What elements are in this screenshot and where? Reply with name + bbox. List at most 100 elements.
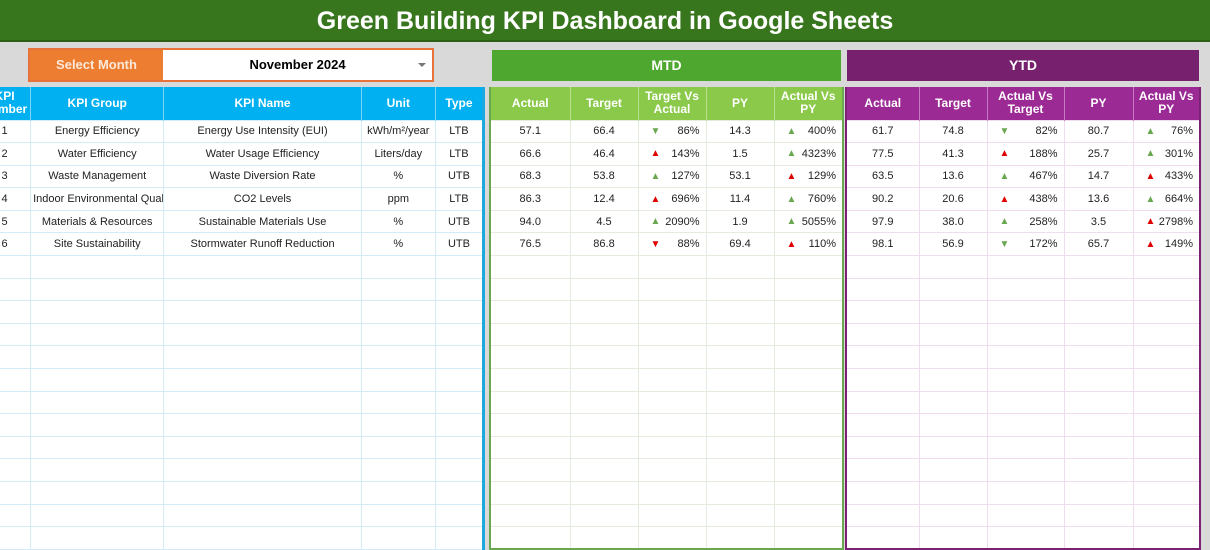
pct-wrap: ▲ 127% bbox=[641, 170, 704, 182]
comparison-cell: ▲ 664% bbox=[1132, 187, 1201, 211]
table-cell bbox=[434, 481, 485, 505]
ytd-table: Actual Target Actual Vs Target PY Actual Vs … bbox=[845, 87, 1201, 550]
table-cell bbox=[705, 526, 775, 550]
pct-wrap: ▲ 433% bbox=[1136, 170, 1198, 182]
actual-cell: 68.3 bbox=[489, 164, 571, 189]
table-cell bbox=[489, 435, 571, 460]
table-cell bbox=[1132, 526, 1201, 550]
table-cell bbox=[1132, 481, 1201, 505]
table-cell bbox=[569, 255, 639, 279]
table-row bbox=[845, 435, 1201, 460]
table-cell bbox=[30, 526, 165, 550]
table-cell bbox=[569, 481, 639, 505]
percent-value: 467% bbox=[1029, 170, 1058, 183]
percent-value: 82% bbox=[1035, 125, 1058, 138]
table-cell bbox=[163, 390, 362, 415]
table-cell bbox=[434, 368, 485, 392]
py-cell: 1.5 bbox=[705, 142, 775, 166]
table-cell bbox=[360, 458, 436, 482]
table-cell bbox=[360, 277, 436, 302]
py-cell: 11.4 bbox=[705, 187, 775, 211]
actual-cell: 63.5 bbox=[845, 164, 920, 189]
table-cell bbox=[918, 345, 988, 370]
percent-value: 188% bbox=[1029, 147, 1058, 160]
arrow-up-icon: ▲ bbox=[786, 216, 797, 228]
table-cell bbox=[705, 255, 775, 279]
table-row: 98.1 56.9 ▼ 172% 65.7 ▲ 149% bbox=[845, 232, 1201, 257]
table-row: 86.3 12.4 ▲ 696% 11.4 ▲ 760% bbox=[489, 187, 844, 211]
table-row bbox=[0, 503, 485, 528]
table-cell bbox=[0, 481, 32, 505]
table-cell bbox=[163, 458, 362, 482]
table-row: 97.9 38.0 ▲ 258% 3.5 ▲ 2798% bbox=[845, 209, 1201, 234]
month-selector[interactable]: Select Month November 2024 bbox=[28, 48, 434, 82]
table-cell bbox=[986, 503, 1065, 528]
table-cell bbox=[705, 481, 775, 505]
table-cell bbox=[986, 345, 1065, 370]
table-cell bbox=[569, 458, 639, 482]
table-cell bbox=[986, 277, 1065, 302]
target-cell: 38.0 bbox=[918, 209, 988, 234]
table-cell bbox=[986, 390, 1065, 415]
table-cell: kWh/m²/year bbox=[360, 119, 436, 144]
table-cell bbox=[1132, 322, 1201, 347]
table-cell bbox=[845, 322, 920, 347]
table-cell bbox=[163, 503, 362, 528]
table-cell bbox=[845, 526, 920, 550]
table-cell bbox=[163, 322, 362, 347]
table-row bbox=[0, 322, 485, 347]
table-cell bbox=[489, 345, 571, 370]
table-cell bbox=[360, 390, 436, 415]
pct-wrap: ▲ 188% bbox=[990, 148, 1062, 160]
table-cell bbox=[30, 322, 165, 347]
month-dropdown[interactable]: November 2024 bbox=[163, 50, 432, 80]
table-cell bbox=[0, 345, 32, 370]
target-cell: 66.4 bbox=[569, 119, 639, 144]
pct-wrap: ▲ 2090% bbox=[641, 216, 704, 228]
percent-value: 86% bbox=[677, 125, 700, 138]
table-row bbox=[845, 345, 1201, 370]
table-row bbox=[489, 503, 844, 528]
table-row bbox=[0, 481, 485, 505]
table-row bbox=[489, 390, 844, 415]
column-header: Actual Vs Target bbox=[986, 87, 1064, 120]
table-cell bbox=[637, 526, 707, 550]
table-cell bbox=[773, 458, 844, 482]
percent-value: 696% bbox=[671, 193, 700, 206]
percent-value: 2090% bbox=[665, 215, 700, 228]
percent-value: 172% bbox=[1029, 238, 1058, 251]
table-cell: LTB bbox=[434, 119, 485, 144]
target-cell: 4.5 bbox=[569, 209, 639, 234]
table-row: 76.5 86.8 ▼ 88% 69.4 ▲ 110% bbox=[489, 232, 844, 257]
table-cell bbox=[705, 277, 775, 302]
actual-cell: 57.1 bbox=[489, 119, 571, 144]
dropdown-arrow-icon[interactable] bbox=[418, 63, 426, 67]
column-header: PY bbox=[1063, 87, 1133, 120]
percent-value: 143% bbox=[671, 147, 700, 160]
table-cell bbox=[986, 526, 1065, 550]
percent-value: 127% bbox=[671, 170, 700, 183]
table-cell bbox=[773, 503, 844, 528]
table-cell bbox=[30, 503, 165, 528]
arrow-up-icon: ▲ bbox=[1145, 216, 1156, 228]
table-cell bbox=[986, 255, 1065, 279]
table-cell: % bbox=[360, 232, 436, 257]
table-row bbox=[0, 458, 485, 482]
table-row bbox=[845, 526, 1201, 550]
table-cell bbox=[30, 435, 165, 460]
pct-wrap: ▼ 86% bbox=[641, 125, 704, 137]
table-cell: 3 bbox=[0, 164, 32, 189]
table-cell bbox=[705, 322, 775, 347]
table-cell bbox=[30, 481, 165, 505]
table-cell bbox=[845, 277, 920, 302]
arrow-up-icon: ▲ bbox=[650, 193, 661, 205]
table-cell bbox=[360, 300, 436, 324]
table-row bbox=[845, 277, 1201, 302]
table-row bbox=[489, 345, 844, 370]
percent-value: 760% bbox=[807, 193, 836, 206]
pct-wrap: ▲ 129% bbox=[777, 170, 841, 182]
percent-value: 433% bbox=[1164, 170, 1193, 183]
table-cell bbox=[569, 435, 639, 460]
actual-cell: 97.9 bbox=[845, 209, 920, 234]
actual-cell: 98.1 bbox=[845, 232, 920, 257]
